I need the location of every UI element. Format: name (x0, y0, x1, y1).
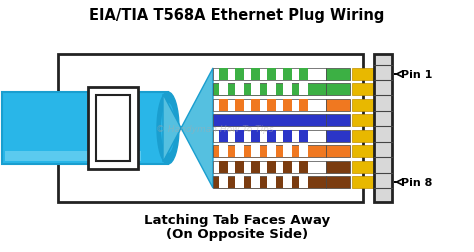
Bar (235, 146, 244, 158)
Bar (267, 84, 276, 96)
Bar (235, 130, 244, 142)
Bar (251, 146, 260, 158)
Bar (88, 88, 138, 169)
Bar (219, 69, 228, 81)
Bar (251, 84, 260, 96)
Bar (326, 69, 350, 81)
Bar (283, 161, 292, 173)
Bar (96, 96, 130, 161)
Bar (219, 100, 228, 111)
Bar (326, 161, 350, 173)
Bar (283, 146, 292, 158)
Bar (58, 55, 363, 202)
Bar (352, 84, 374, 96)
Bar (267, 100, 276, 111)
Bar (326, 84, 350, 96)
Bar (326, 115, 350, 127)
Text: Pin 1: Pin 1 (401, 70, 432, 80)
Bar (235, 84, 244, 96)
Bar (213, 176, 326, 188)
Bar (267, 146, 276, 158)
Bar (299, 84, 308, 96)
Bar (235, 100, 244, 111)
Bar (267, 161, 276, 173)
Bar (326, 176, 350, 188)
Bar (326, 130, 350, 142)
Bar (352, 146, 374, 158)
Bar (251, 130, 260, 142)
Bar (352, 100, 374, 111)
Bar (213, 130, 326, 142)
Bar (374, 55, 392, 202)
Bar (251, 161, 260, 173)
Bar (299, 100, 308, 111)
Bar (235, 161, 244, 173)
Bar (219, 84, 228, 96)
Bar (213, 69, 326, 81)
Text: Latching Tab Faces Away: Latching Tab Faces Away (144, 214, 330, 227)
Text: Pin 8: Pin 8 (401, 177, 432, 187)
Bar (213, 161, 326, 173)
Bar (299, 130, 308, 142)
Bar (299, 161, 308, 173)
Text: EIA/TIA T568A Ethernet Plug Wiring: EIA/TIA T568A Ethernet Plug Wiring (89, 8, 385, 23)
Bar (213, 100, 326, 111)
Bar (326, 146, 350, 158)
Bar (251, 69, 260, 81)
Bar (352, 161, 374, 173)
Polygon shape (163, 69, 213, 188)
Bar (352, 115, 374, 127)
Bar (219, 161, 228, 173)
Bar (283, 84, 292, 96)
Bar (299, 146, 308, 158)
Bar (283, 176, 292, 188)
Bar (283, 130, 292, 142)
Bar (299, 176, 308, 188)
Bar (5, 151, 141, 161)
Bar (352, 130, 374, 142)
Bar (283, 100, 292, 111)
Bar (219, 176, 228, 188)
Bar (267, 176, 276, 188)
Bar (299, 69, 308, 81)
Bar (251, 176, 260, 188)
Bar (2, 93, 168, 164)
Ellipse shape (161, 103, 175, 153)
Text: (On Opposite Side): (On Opposite Side) (166, 228, 308, 241)
Bar (267, 69, 276, 81)
Bar (251, 100, 260, 111)
Bar (219, 130, 228, 142)
Bar (326, 100, 350, 111)
Bar (283, 69, 292, 81)
Bar (213, 115, 326, 127)
Bar (267, 130, 276, 142)
Ellipse shape (157, 93, 179, 164)
Bar (235, 69, 244, 81)
Bar (235, 176, 244, 188)
Bar (213, 84, 326, 96)
Bar (352, 176, 374, 188)
Text: © Handyman How To Tips: © Handyman How To Tips (156, 124, 274, 133)
Bar (213, 146, 326, 158)
Bar (219, 146, 228, 158)
Bar (352, 69, 374, 81)
